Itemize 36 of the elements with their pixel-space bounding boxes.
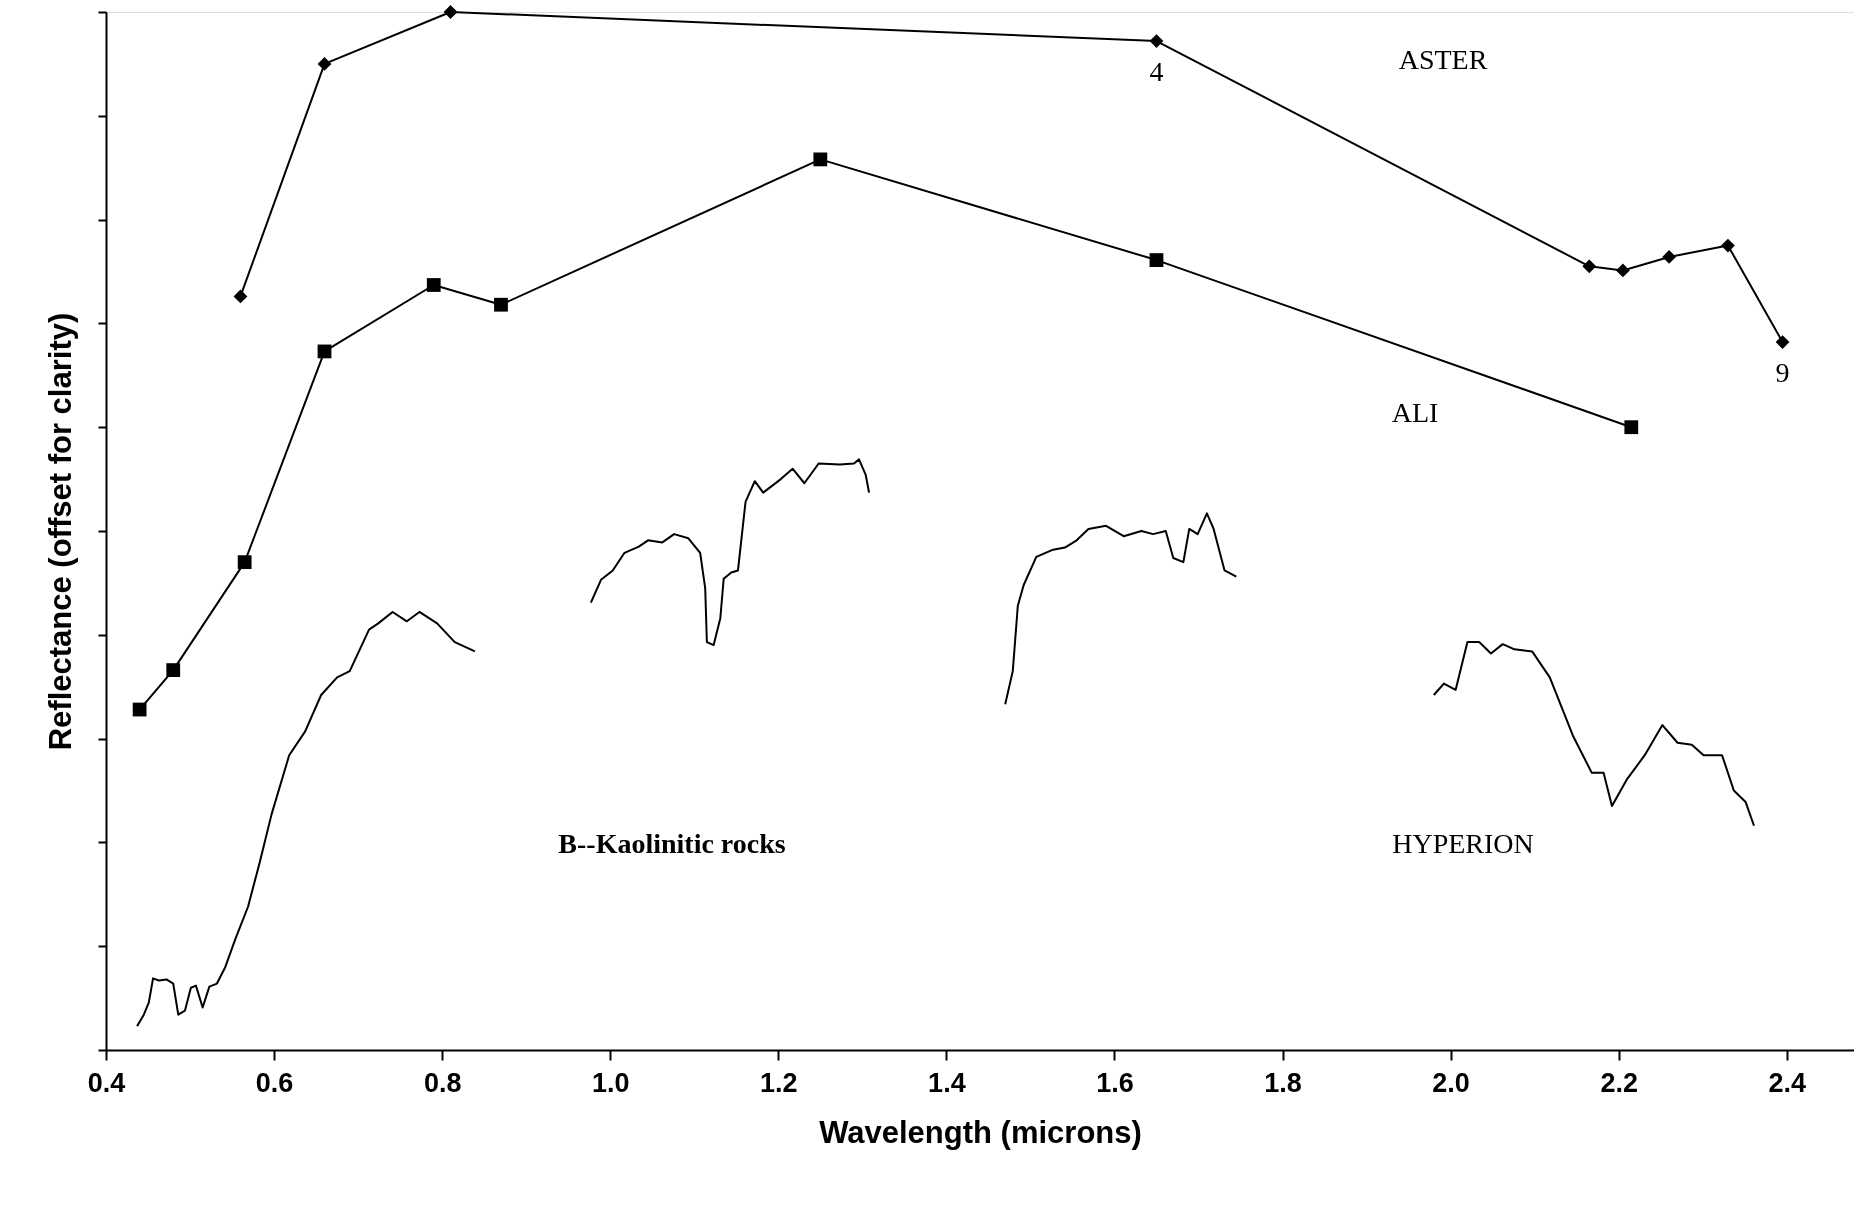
annotation: B--Kaolinitic rocks xyxy=(558,828,786,859)
point xyxy=(813,152,828,167)
point xyxy=(1149,34,1164,48)
point xyxy=(1149,253,1164,267)
point xyxy=(132,702,147,717)
x-tick-label: 1.8 xyxy=(1264,1067,1302,1098)
point xyxy=(1662,250,1677,264)
x-tick-label: 1.4 xyxy=(928,1067,966,1098)
point xyxy=(1775,335,1790,349)
x-tick-label: 1.6 xyxy=(1096,1067,1134,1098)
x-tick-label: 0.8 xyxy=(423,1067,462,1098)
x-tick-label: 1.0 xyxy=(591,1067,630,1098)
x-tick-label: 2.4 xyxy=(1768,1067,1807,1098)
x-tick-label: 1.2 xyxy=(760,1067,798,1098)
annotation: 4 xyxy=(1149,56,1164,88)
point xyxy=(237,555,252,570)
point xyxy=(1721,238,1735,253)
point xyxy=(317,57,332,71)
x-tick-label: 0.6 xyxy=(255,1067,294,1098)
annotation: 9 xyxy=(1775,357,1790,389)
x-tick-label: 2.2 xyxy=(1600,1067,1638,1098)
x-axis-title: Wavelength (microns) xyxy=(819,1114,1142,1150)
point xyxy=(426,278,441,292)
x-tick-label: 2.0 xyxy=(1432,1067,1470,1098)
point xyxy=(443,5,458,19)
point xyxy=(166,663,181,677)
y-axis-title: Reflectance (offset for clarity) xyxy=(42,312,78,751)
text: ASTER xyxy=(1398,44,1488,75)
point xyxy=(233,289,248,304)
point xyxy=(494,297,508,312)
x-tick-label: 0.4 xyxy=(87,1067,126,1098)
text: HYPERION xyxy=(1392,828,1534,859)
series-label: ALI xyxy=(1391,397,1439,428)
point xyxy=(1624,420,1639,435)
point xyxy=(1616,263,1630,278)
point xyxy=(1582,259,1597,274)
